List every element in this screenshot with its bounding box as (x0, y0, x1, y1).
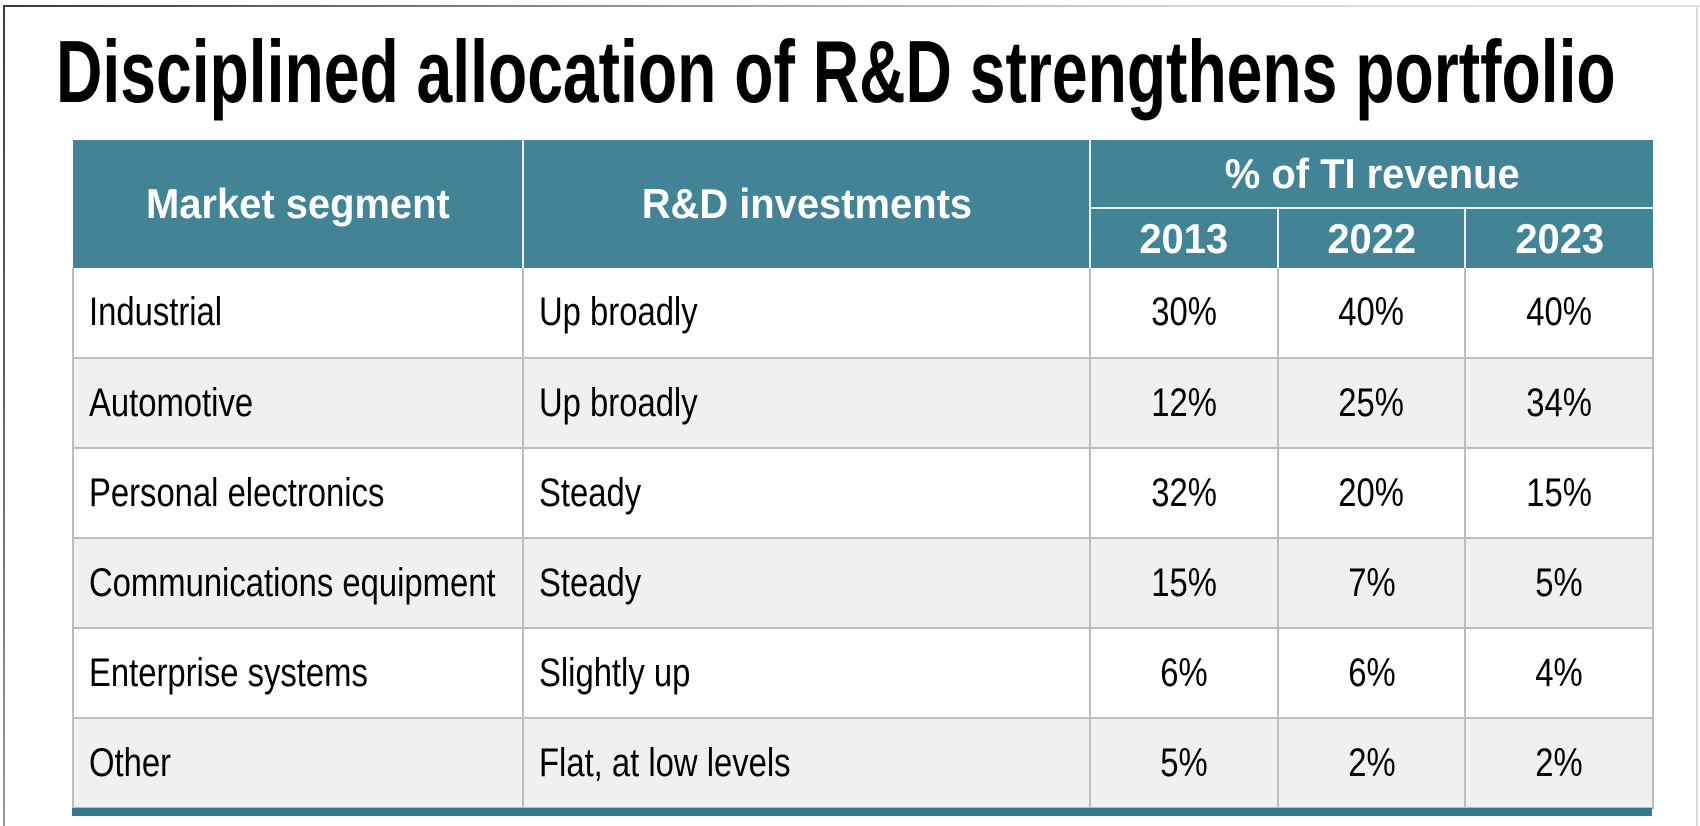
cell-market-segment-label: Industrial (89, 290, 223, 334)
cell-revenue-value: 5% (1089, 717, 1279, 809)
header-revenue-group-label: % of TI revenue (1224, 149, 1520, 197)
cell-market-segment: Industrial (72, 268, 524, 359)
header-revenue-group: % of TI revenue (1090, 140, 1654, 209)
header-year-2022-label: 2022 (1327, 214, 1416, 262)
cell-market-segment-label: Enterprise systems (89, 650, 368, 695)
header-year-2022: 2022 (1277, 208, 1465, 268)
slide-border-top (3, 5, 1700, 7)
table-row: Industrial Up broadly 30% 40% 40% (72, 268, 1655, 359)
cell-revenue-value: 7% (1277, 537, 1466, 629)
cell-revenue-value-label: 6% (1160, 650, 1208, 695)
cell-revenue-value-label: 7% (1347, 560, 1396, 605)
header-market-segment-label: Market segment (145, 180, 450, 227)
cell-market-segment: Personal electronics (72, 447, 524, 539)
slide-border-left (3, 5, 5, 826)
cell-revenue-value-label: 34% (1526, 380, 1592, 425)
cell-revenue-value: 5% (1463, 537, 1655, 629)
table-row: Personal electronics Steady 32% 20% 15% (72, 447, 1655, 539)
cell-market-segment-label: Other (89, 740, 172, 785)
cell-revenue-value-label: 6% (1347, 650, 1396, 695)
cell-rd-investment-label: Slightly up (539, 650, 691, 695)
table-row: Automotive Up broadly 12% 25% 34% (72, 357, 1655, 449)
cell-revenue-value-label: 40% (1526, 290, 1592, 334)
cell-revenue-value-label: 40% (1338, 290, 1405, 334)
cell-revenue-value-label: 20% (1338, 470, 1405, 515)
cell-market-segment: Enterprise systems (72, 627, 524, 719)
header-rd-investments-label: R&D investments (641, 180, 972, 227)
cell-rd-investment: Flat, at low levels (522, 717, 1091, 809)
table-row: Enterprise systems Slightly up 6% 6% 4% (72, 627, 1655, 719)
table-header: Market segment R&D investments % of TI r… (73, 140, 1654, 268)
cell-rd-investment: Slightly up (522, 627, 1091, 719)
cell-revenue-value-label: 15% (1151, 560, 1217, 605)
header-year-2013: 2013 (1090, 208, 1278, 268)
cell-revenue-value: 32% (1089, 447, 1279, 539)
cell-revenue-value-label: 4% (1535, 650, 1583, 695)
cell-revenue-value: 6% (1089, 627, 1279, 719)
cell-market-segment: Automotive (72, 357, 524, 449)
cell-market-segment-label: Communications equipment (89, 560, 496, 605)
cell-revenue-value-label: 32% (1151, 470, 1217, 515)
header-rd-investments: R&D investments (523, 140, 1091, 268)
cell-market-segment-label: Automotive (89, 380, 254, 425)
cell-revenue-value: 20% (1277, 447, 1466, 539)
cell-rd-investment: Up broadly (522, 357, 1091, 449)
cell-rd-investment: Up broadly (522, 268, 1091, 359)
cell-revenue-value: 40% (1277, 268, 1466, 359)
header-market-segment: Market segment (73, 140, 524, 268)
cell-market-segment-label: Personal electronics (89, 470, 385, 515)
cell-revenue-value-label: 15% (1526, 470, 1592, 515)
cell-revenue-value: 15% (1463, 447, 1655, 539)
cell-rd-investment-label: Flat, at low levels (539, 740, 791, 785)
header-year-2023-label: 2023 (1515, 214, 1604, 262)
cell-revenue-value: 30% (1089, 268, 1279, 359)
cell-revenue-value-label: 5% (1160, 740, 1208, 785)
cell-rd-investment-label: Steady (539, 560, 642, 605)
header-year-2013-label: 2013 (1139, 214, 1229, 262)
cell-revenue-value: 2% (1463, 717, 1655, 809)
table-bottom-accent-bar (72, 808, 1652, 816)
cell-market-segment: Communications equipment (72, 537, 524, 629)
cell-rd-investment-label: Up broadly (539, 380, 698, 425)
table-body: Industrial Up broadly 30% 40% 40% Automotive U… (72, 268, 1655, 809)
slide-title: Disciplined allocation of R&D strengthen… (56, 22, 1616, 121)
cell-rd-investment: Steady (522, 447, 1091, 539)
cell-revenue-value: 2% (1277, 717, 1466, 809)
cell-revenue-value: 4% (1463, 627, 1655, 719)
table-row: Communications equipment Steady 15% 7% 5% (72, 537, 1655, 629)
cell-revenue-value-label: 12% (1151, 380, 1217, 425)
cell-revenue-value-label: 2% (1535, 740, 1583, 785)
table-row: Other Flat, at low levels 5% 2% 2% (72, 717, 1655, 809)
cell-revenue-value-label: 5% (1535, 560, 1583, 605)
slide-border-right (1696, 5, 1698, 826)
header-year-2023: 2023 (1463, 208, 1654, 268)
cell-revenue-value: 25% (1277, 357, 1466, 449)
cell-revenue-value: 12% (1089, 357, 1279, 449)
cell-rd-investment-label: Steady (539, 470, 642, 515)
cell-rd-investment-label: Up broadly (539, 290, 698, 334)
cell-revenue-value-label: 2% (1347, 740, 1396, 785)
cell-revenue-value: 15% (1089, 537, 1279, 629)
cell-revenue-value: 34% (1463, 357, 1655, 449)
cell-revenue-value-label: 30% (1151, 290, 1217, 334)
cell-market-segment: Other (72, 717, 524, 809)
cell-rd-investment: Steady (522, 537, 1091, 629)
cell-revenue-value-label: 25% (1338, 380, 1405, 425)
rd-allocation-table: Market segment R&D investments % of TI r… (72, 140, 1655, 809)
cell-revenue-value: 40% (1463, 268, 1655, 359)
cell-revenue-value: 6% (1277, 627, 1466, 719)
